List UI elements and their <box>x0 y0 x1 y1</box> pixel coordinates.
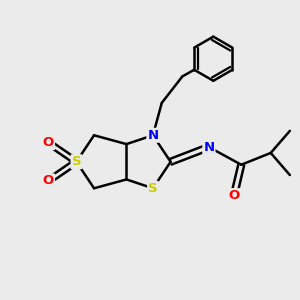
Text: O: O <box>43 136 54 149</box>
Text: N: N <box>203 141 214 154</box>
Text: S: S <box>148 182 158 195</box>
Text: S: S <box>72 155 81 168</box>
Text: O: O <box>228 189 239 202</box>
Text: O: O <box>43 174 54 188</box>
Text: N: N <box>147 129 158 142</box>
